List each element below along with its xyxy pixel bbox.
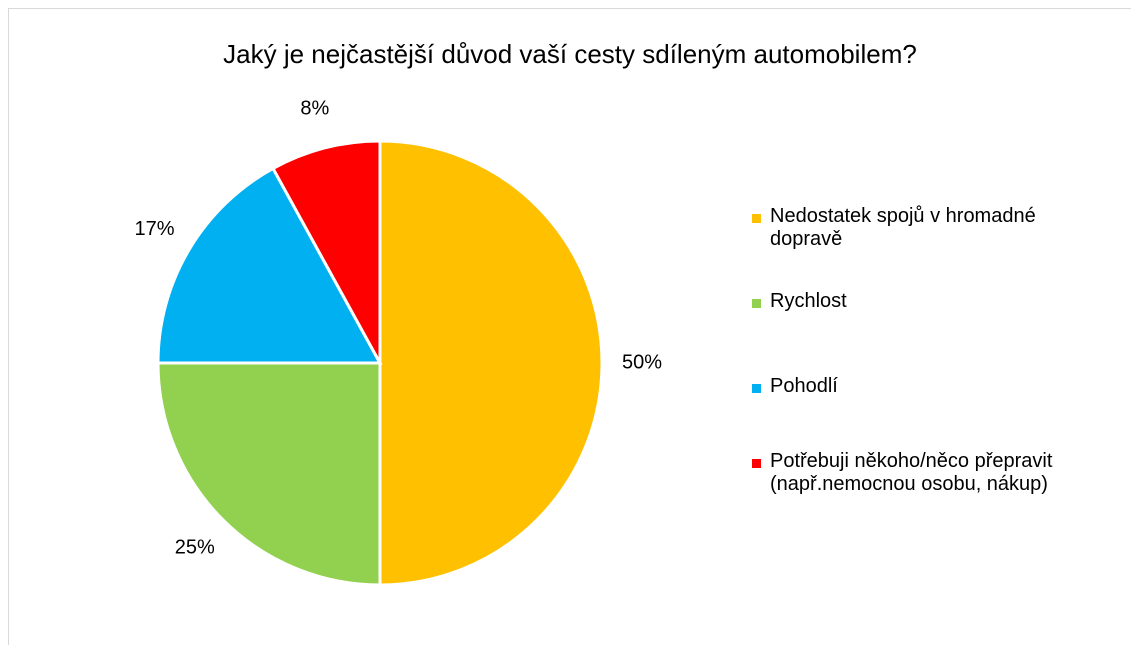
legend-swatch [752, 299, 761, 308]
legend-label: Rychlost [770, 290, 847, 312]
pie-slice [156, 361, 382, 587]
data-label: 17% [134, 218, 174, 240]
legend-item: Rychlost [752, 290, 1110, 313]
pie-slice [271, 139, 382, 364]
data-label: 25% [175, 537, 215, 559]
pie-slice [378, 139, 604, 587]
data-label: 50% [622, 351, 662, 373]
legend-label: Pohodlí [770, 375, 838, 397]
legend-swatch [752, 459, 761, 468]
pie-slice [156, 166, 383, 365]
chart-title: Jaký je nejčastější důvod vaší cesty sdí… [223, 39, 917, 69]
legend-label: Potřebuji někoho/něco přepravit (např.ne… [770, 450, 1053, 495]
data-label: 8% [300, 98, 329, 120]
legend-item: Nedostatek spojů v hromadné dopravě [752, 205, 1110, 251]
legend-label: Nedostatek spojů v hromadné dopravě [770, 205, 1036, 250]
legend-swatch [752, 384, 761, 393]
chart-border [8, 8, 1131, 645]
legend-item: Pohodlí [752, 375, 1110, 398]
legend-swatch [752, 214, 761, 223]
legend-item: Potřebuji někoho/něco přepravit (např.ne… [752, 450, 1110, 496]
